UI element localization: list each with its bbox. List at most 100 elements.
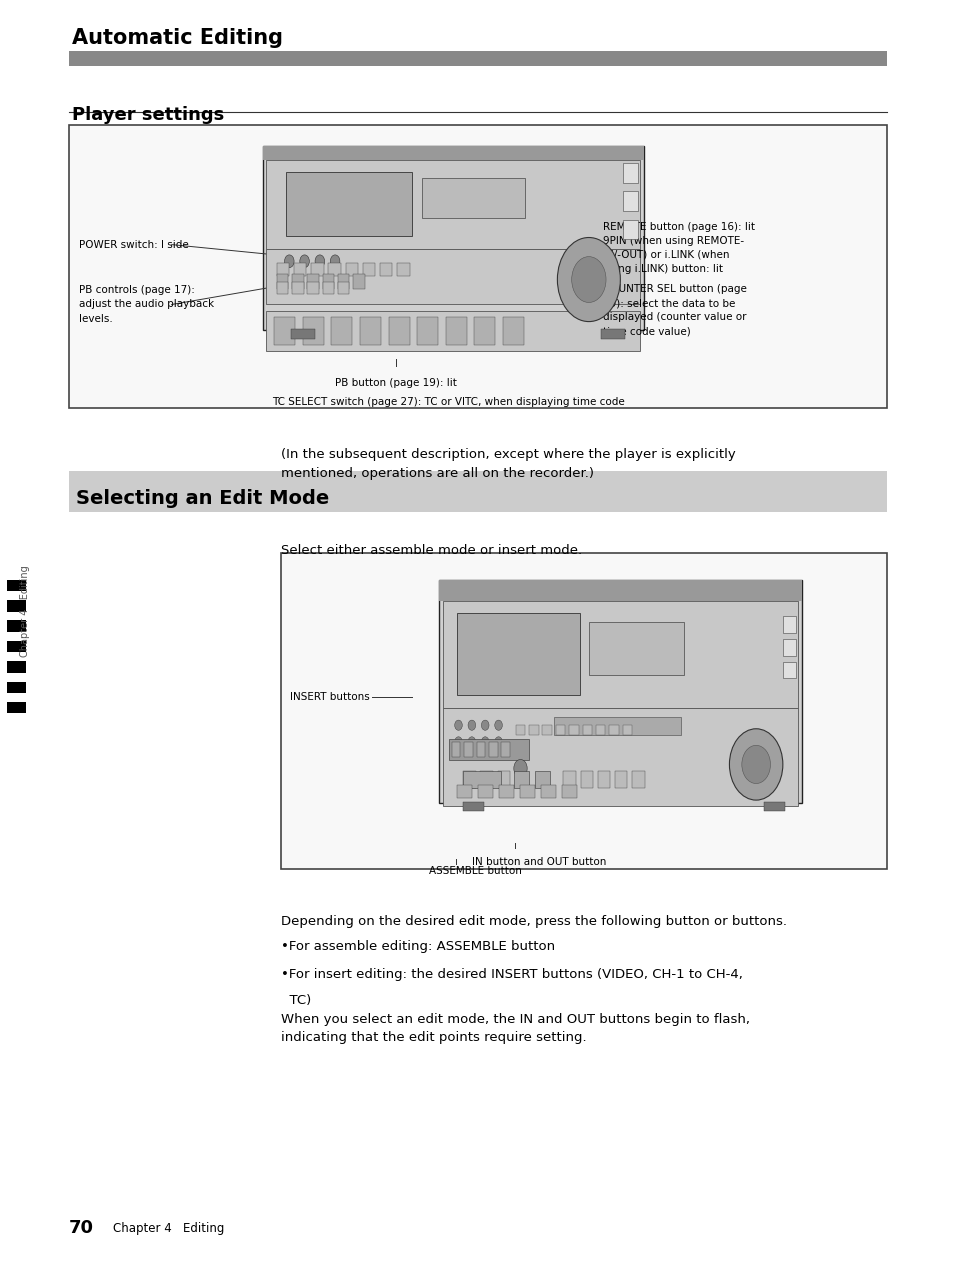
Bar: [337, 274, 349, 289]
Bar: [615, 772, 627, 789]
Text: adjust the audio playback: adjust the audio playback: [79, 299, 214, 310]
Circle shape: [495, 720, 502, 730]
Circle shape: [455, 736, 462, 747]
Bar: [416, 317, 437, 345]
Text: PB button (page 19): lit: PB button (page 19): lit: [335, 378, 456, 389]
Bar: [445, 317, 466, 345]
Bar: [609, 725, 618, 735]
Bar: [292, 282, 303, 294]
Circle shape: [481, 736, 489, 747]
Bar: [501, 741, 510, 757]
Text: TC SELECT switch (page 27): TC or VITC, when displaying time code: TC SELECT switch (page 27): TC or VITC, …: [272, 397, 624, 408]
Bar: [262, 145, 643, 330]
Text: IN/-OUT) or i.LINK (when: IN/-OUT) or i.LINK (when: [602, 250, 729, 260]
Bar: [322, 274, 334, 289]
Bar: [474, 317, 495, 345]
Text: levels.: levels.: [79, 313, 112, 324]
Bar: [7, 600, 26, 612]
Bar: [463, 772, 476, 789]
Text: IN button and OUT button: IN button and OUT button: [472, 857, 605, 868]
Bar: [477, 785, 493, 798]
Bar: [439, 581, 801, 600]
Bar: [554, 717, 680, 735]
Text: REMOTE button (page 16): lit: REMOTE button (page 16): lit: [602, 222, 754, 232]
Bar: [596, 725, 605, 735]
Text: COUNTER SEL button (page: COUNTER SEL button (page: [602, 284, 746, 294]
Circle shape: [299, 255, 309, 268]
Bar: [7, 682, 26, 693]
Bar: [322, 282, 334, 294]
Text: INSERT buttons: INSERT buttons: [290, 692, 370, 702]
Bar: [331, 317, 352, 345]
Text: 70: 70: [69, 1219, 93, 1237]
Bar: [262, 145, 643, 161]
Circle shape: [455, 720, 462, 730]
Bar: [480, 772, 493, 789]
Bar: [514, 772, 529, 789]
Bar: [598, 772, 610, 789]
Text: POWER switch: I side: POWER switch: I side: [79, 240, 189, 250]
Bar: [443, 600, 798, 707]
Text: Automatic Editing: Automatic Editing: [71, 28, 282, 48]
Text: (In the subsequent description, except where the player is explicitly
mentioned,: (In the subsequent description, except w…: [281, 448, 736, 480]
Bar: [291, 329, 314, 339]
Bar: [439, 581, 801, 804]
Bar: [580, 772, 593, 789]
Bar: [286, 172, 412, 236]
Bar: [476, 741, 485, 757]
Bar: [345, 262, 357, 275]
Bar: [7, 641, 26, 652]
Text: ASSEMBLE button: ASSEMBLE button: [428, 866, 521, 877]
Bar: [632, 772, 644, 789]
Bar: [464, 741, 473, 757]
Bar: [266, 311, 639, 352]
Bar: [782, 662, 796, 679]
Circle shape: [330, 255, 339, 268]
Bar: [569, 725, 578, 735]
Bar: [328, 262, 340, 275]
Bar: [276, 262, 289, 275]
Bar: [443, 707, 798, 805]
Text: 9PIN (when using REMOTE-: 9PIN (when using REMOTE-: [602, 236, 743, 246]
Bar: [359, 317, 380, 345]
Text: •For assemble editing: ASSEMBLE button: •For assemble editing: ASSEMBLE button: [281, 940, 555, 953]
Text: TC): TC): [281, 994, 312, 1006]
Text: time code value): time code value): [602, 326, 690, 336]
Bar: [782, 640, 796, 656]
Circle shape: [729, 729, 782, 800]
Bar: [542, 725, 552, 735]
Bar: [463, 772, 501, 789]
Text: Chapter 4   Editing: Chapter 4 Editing: [20, 566, 30, 657]
Bar: [456, 613, 579, 694]
Bar: [489, 741, 497, 757]
Bar: [456, 785, 472, 798]
Bar: [622, 191, 638, 210]
Bar: [498, 785, 514, 798]
Bar: [582, 725, 592, 735]
Text: •For insert editing: the desired INSERT buttons (VIDEO, CH-1 to CH-4,: •For insert editing: the desired INSERT …: [281, 968, 742, 981]
Bar: [281, 553, 886, 869]
Bar: [600, 329, 624, 339]
Bar: [452, 741, 460, 757]
Bar: [622, 219, 638, 238]
Bar: [7, 620, 26, 632]
Bar: [276, 282, 288, 294]
Circle shape: [481, 720, 489, 730]
Bar: [463, 803, 484, 812]
Circle shape: [741, 745, 770, 784]
Bar: [7, 702, 26, 713]
Text: When you select an edit mode, the IN and OUT buttons begin to flash,
indicating : When you select an edit mode, the IN and…: [281, 1013, 750, 1043]
Bar: [294, 262, 306, 275]
Bar: [519, 785, 535, 798]
Bar: [763, 803, 784, 812]
Text: Depending on the desired edit mode, press the following button or buttons.: Depending on the desired edit mode, pres…: [281, 915, 786, 927]
Bar: [540, 785, 556, 798]
Text: displayed (counter value or: displayed (counter value or: [602, 312, 745, 322]
Bar: [421, 178, 524, 218]
Bar: [535, 772, 550, 789]
Bar: [302, 317, 323, 345]
Text: using i.LINK) button: lit: using i.LINK) button: lit: [602, 264, 722, 274]
Bar: [379, 262, 392, 275]
Bar: [502, 317, 523, 345]
Bar: [396, 262, 409, 275]
